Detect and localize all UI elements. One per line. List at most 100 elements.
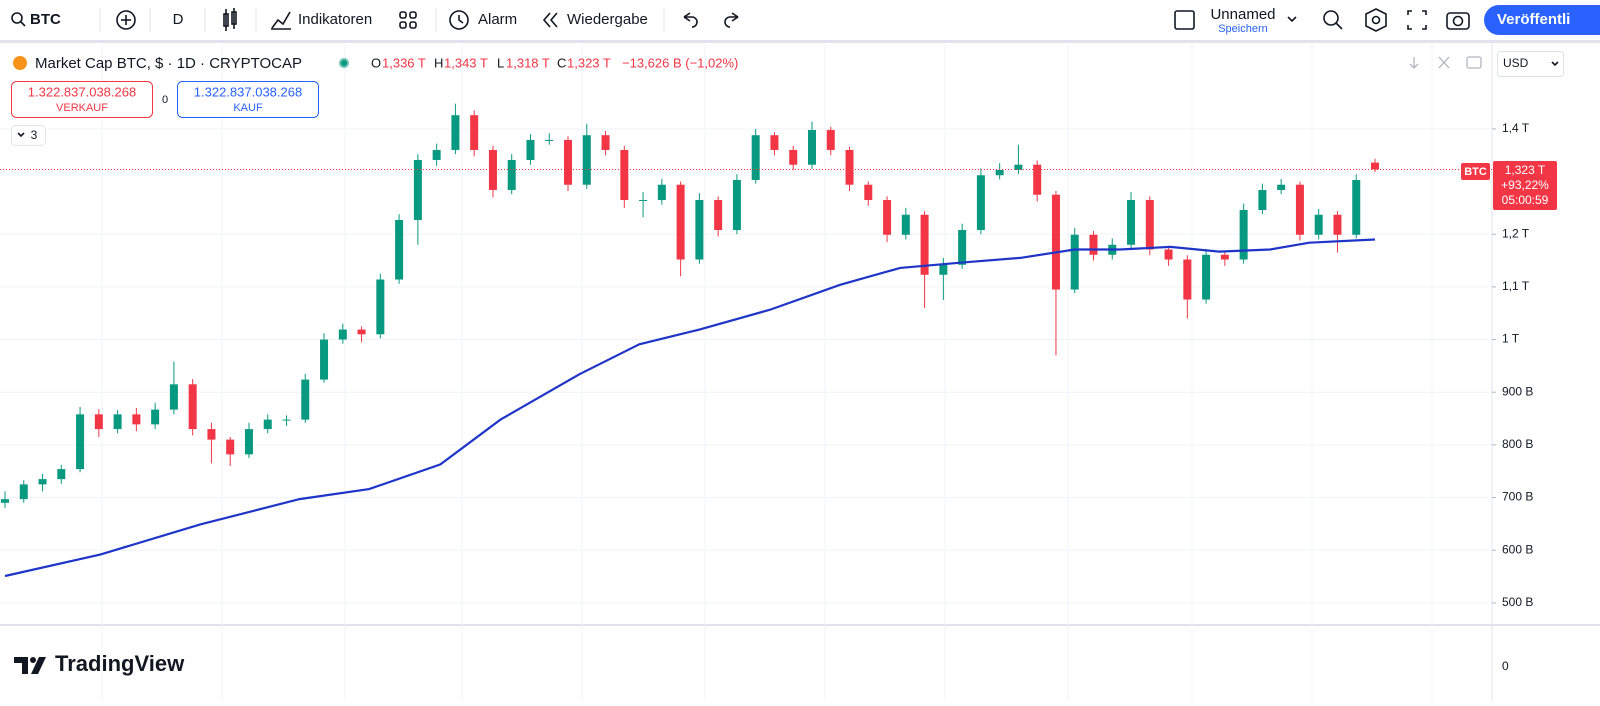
candle-body bbox=[1333, 214, 1342, 235]
candle-body bbox=[57, 469, 66, 480]
y-tick-label: 1,1 T bbox=[1502, 279, 1530, 293]
buy-button[interactable] bbox=[177, 81, 319, 118]
candle-body bbox=[376, 279, 385, 335]
candle-body bbox=[38, 479, 47, 485]
snapshot-button[interactable] bbox=[1446, 12, 1470, 30]
market-status-dot bbox=[341, 60, 347, 66]
candle-body bbox=[76, 414, 85, 470]
candle-body bbox=[657, 184, 666, 200]
candle-body bbox=[507, 159, 516, 190]
sell-button[interactable] bbox=[11, 81, 153, 118]
ohlc-value: 1,336 T bbox=[382, 55, 426, 70]
candle-body bbox=[94, 414, 103, 430]
candle-body bbox=[19, 484, 28, 500]
layout-chevron[interactable] bbox=[1287, 16, 1297, 23]
candle-body bbox=[845, 149, 854, 185]
symbol-search[interactable]: BTC bbox=[11, 11, 61, 28]
candle-body bbox=[395, 220, 404, 280]
fullscreen-button[interactable] bbox=[1407, 10, 1427, 30]
alert-label[interactable]: Alarm bbox=[478, 11, 517, 28]
y-tick-label: 1,4 T bbox=[1502, 121, 1530, 135]
candle-body bbox=[1051, 194, 1060, 290]
candle-body bbox=[582, 135, 591, 185]
candle-body bbox=[169, 384, 178, 410]
candle-body bbox=[1014, 164, 1023, 170]
candle-body bbox=[1183, 259, 1192, 300]
y-tick-label: 500 B bbox=[1502, 595, 1533, 609]
buy-label[interactable]: KAUF bbox=[233, 102, 263, 114]
alert-button[interactable]: Alarm bbox=[449, 10, 517, 30]
layout-square[interactable] bbox=[1174, 10, 1195, 30]
candle-body bbox=[714, 199, 723, 231]
indicators-label[interactable]: Indikatoren bbox=[298, 11, 372, 28]
y-tick-label: 700 B bbox=[1502, 490, 1533, 504]
sell-label[interactable]: VERKAUF bbox=[56, 102, 108, 114]
moving-average bbox=[4, 238, 1376, 578]
candle-body bbox=[1239, 210, 1248, 260]
series-title: Market Cap BTC, $ · 1D · CRYPTOCAP bbox=[35, 55, 302, 72]
candle-body bbox=[826, 129, 835, 150]
interval[interactable]: D bbox=[173, 11, 184, 28]
buy-price[interactable]: 1.322.837.038.268 bbox=[194, 84, 302, 99]
candle-body bbox=[207, 429, 216, 440]
templates-button[interactable] bbox=[399, 11, 417, 29]
candle-body bbox=[751, 135, 760, 180]
compare-button[interactable] bbox=[116, 10, 136, 30]
quick-search[interactable] bbox=[1323, 10, 1343, 30]
publish-button[interactable] bbox=[1484, 5, 1600, 35]
chart-type-button[interactable] bbox=[223, 8, 237, 31]
candle-body bbox=[676, 184, 685, 260]
brand-name[interactable]: TradingView bbox=[55, 651, 185, 676]
candle-body bbox=[939, 264, 948, 275]
plot bbox=[0, 103, 1492, 578]
candle-body bbox=[807, 129, 816, 165]
countdown: 05:00:59 bbox=[1502, 193, 1549, 207]
redo-button[interactable] bbox=[724, 12, 739, 28]
candle-body bbox=[1089, 234, 1098, 255]
candle-body bbox=[1202, 254, 1211, 300]
chevron bbox=[17, 132, 25, 138]
symbol[interactable]: BTC bbox=[30, 11, 61, 28]
candle-body bbox=[1314, 214, 1323, 235]
candle-body bbox=[320, 339, 329, 380]
candle-body bbox=[958, 230, 967, 265]
sell-price[interactable]: 1.322.837.038.268 bbox=[28, 84, 136, 99]
y-tick-label: 900 B bbox=[1502, 384, 1533, 398]
pane-buttons[interactable] bbox=[1409, 56, 1482, 69]
candle-body bbox=[883, 199, 892, 235]
candle-body bbox=[282, 419, 291, 421]
ohlc-label: H bbox=[434, 55, 443, 70]
candle-body bbox=[338, 329, 347, 340]
candle-body bbox=[263, 419, 272, 430]
brand-logo[interactable]: TradingView bbox=[14, 651, 185, 676]
candle-body bbox=[470, 115, 479, 150]
vertical-grid bbox=[0, 43, 1492, 701]
candle-body bbox=[488, 149, 497, 190]
candle-body bbox=[976, 175, 985, 231]
indicators-button[interactable]: Indikatoren bbox=[271, 11, 372, 30]
indicator-toggle[interactable] bbox=[11, 125, 46, 146]
candle-body bbox=[1352, 179, 1361, 235]
undo-button[interactable] bbox=[683, 12, 698, 28]
candle-body bbox=[1164, 249, 1173, 260]
indicator-count[interactable]: 3 bbox=[31, 128, 38, 142]
publish-label[interactable]: Veröffentli bbox=[1497, 11, 1570, 28]
replay-label[interactable]: Wiedergabe bbox=[567, 11, 648, 28]
ohlc-value: 1,343 T bbox=[444, 55, 488, 70]
candle-body bbox=[770, 135, 779, 150]
currency[interactable]: USD bbox=[1503, 56, 1529, 70]
candle-body bbox=[1, 499, 9, 503]
y-tick-label: 1,2 T bbox=[1502, 226, 1530, 240]
candle-body bbox=[1258, 189, 1267, 211]
currency-select[interactable] bbox=[1497, 51, 1564, 77]
ohlc-label: C bbox=[557, 55, 566, 70]
candle-body bbox=[901, 214, 910, 235]
layout-name[interactable]: Unnamed bbox=[1210, 6, 1275, 23]
save-label[interactable]: Speichern bbox=[1218, 23, 1268, 35]
candle-body bbox=[1145, 199, 1154, 250]
settings-button[interactable] bbox=[1365, 8, 1387, 32]
candle-body bbox=[132, 414, 141, 425]
replay-button[interactable]: Wiedergabe bbox=[542, 11, 648, 28]
candle-body bbox=[526, 139, 535, 160]
